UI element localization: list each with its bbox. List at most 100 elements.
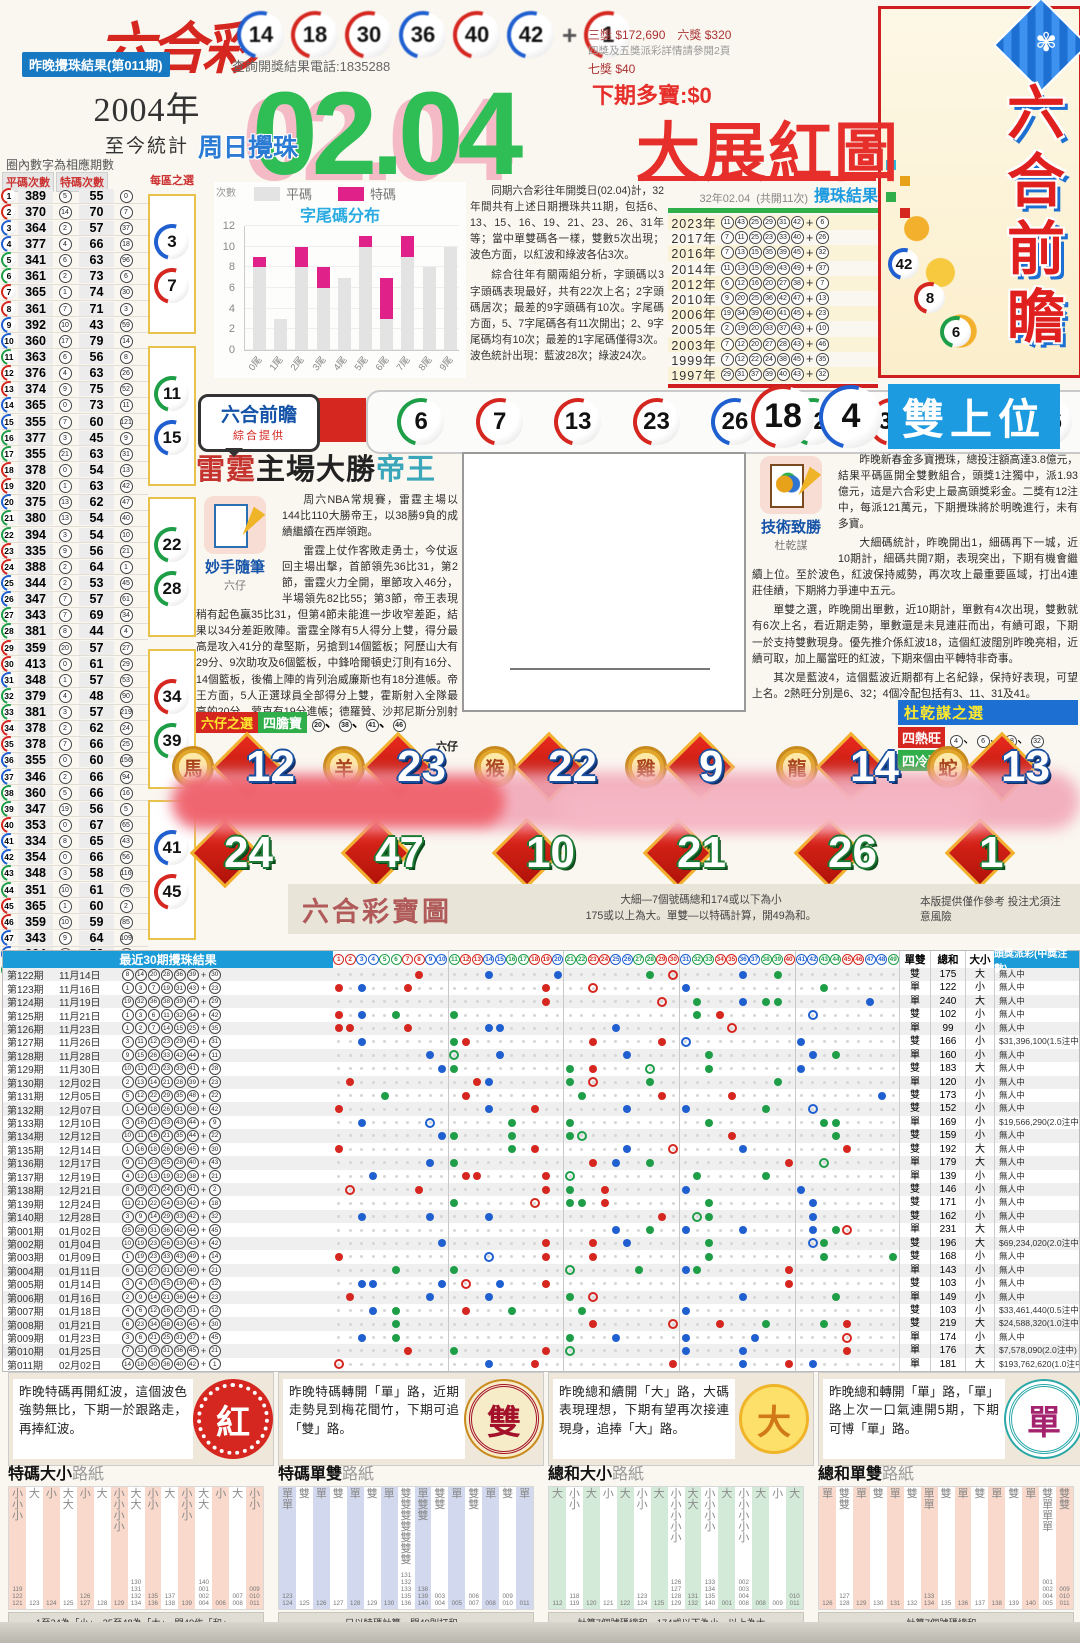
- odd-even-value: 單: [899, 1290, 930, 1304]
- dot-cell: [853, 1358, 864, 1371]
- dot-cell: [842, 1264, 853, 1277]
- road-periods: 138 139 140: [417, 1586, 429, 1607]
- te-period: 65: [119, 819, 133, 833]
- road-column: 單單 133 134: [920, 1487, 938, 1609]
- dot-cell: [344, 1264, 355, 1277]
- number-dot: [392, 1266, 401, 1275]
- result-ball: 36: [400, 12, 446, 58]
- big-small-value: 小: [965, 1250, 994, 1264]
- dot-cell: [865, 1008, 876, 1021]
- dot-cell: [518, 1102, 529, 1115]
- dot-cell: [679, 1169, 691, 1183]
- dot-cell: [495, 1331, 506, 1344]
- drawn-number: 42: [186, 1210, 199, 1223]
- dot-cell: [576, 1076, 587, 1089]
- dot-cell: [714, 1223, 725, 1236]
- historic-year-row: 2012年 6 12 16 20 27 38 +7: [668, 275, 878, 292]
- dot-grid: [333, 1008, 899, 1022]
- result-row: 第006期 01月16日 2 9 14 21 36 44 + 23 單 149 小無人中: [3, 1290, 1079, 1305]
- dot-cell: [390, 1143, 401, 1156]
- dot-cell: [333, 1304, 344, 1317]
- number-dot: [623, 1145, 632, 1154]
- dot-cell: [633, 1183, 644, 1196]
- road-column: 小小小小 133 134 135 140: [701, 1487, 718, 1609]
- dot-cell: [876, 1304, 887, 1317]
- dot-cell: [772, 1291, 783, 1304]
- dot-cell: [749, 968, 760, 981]
- ping-count: 351: [18, 882, 53, 897]
- dot-cell: [483, 1049, 494, 1062]
- dot-cell: [413, 981, 424, 994]
- dot-cell: [794, 1263, 807, 1278]
- number-dot: [716, 1320, 725, 1329]
- stats-row: 25 344 2 53 45: [2, 575, 148, 592]
- dot-cell: [587, 1250, 598, 1263]
- dot-cell: [425, 1183, 436, 1196]
- dot-cell: [495, 1089, 506, 1102]
- road-column: 小 006: [212, 1487, 230, 1609]
- number-dot: [507, 1145, 516, 1154]
- number-dot: [693, 1011, 702, 1020]
- date-label: 01月25日: [59, 1347, 102, 1359]
- te-period: 219: [119, 706, 133, 720]
- article-paragraph: 雷霆上仗作客敗走勇士，今仗返回主場出擊，首節領先36比31，第2節，雷霆火力全開…: [196, 545, 458, 734]
- gridline: [245, 245, 459, 247]
- dot-cell: [760, 1344, 771, 1357]
- dot-cell: [656, 995, 667, 1008]
- dot-cell: [367, 1250, 378, 1263]
- dot-cell: [656, 1076, 667, 1089]
- dot-cell: [552, 1102, 563, 1115]
- road-column: 單單 123 124: [279, 1487, 296, 1609]
- number-header: 15: [494, 954, 506, 965]
- number-header: 20: [552, 954, 564, 965]
- drawn-number: 3: [134, 982, 147, 995]
- dot-cell: [760, 1210, 771, 1223]
- dot-cell: [599, 1250, 610, 1263]
- dot-cell: [760, 1170, 771, 1183]
- dot-grid: [333, 1223, 899, 1237]
- ping-count: 378: [18, 737, 53, 752]
- payout-value: 無人中: [994, 1048, 1079, 1063]
- dot-cell: [633, 1022, 644, 1035]
- drawn-number: 18: [134, 1358, 147, 1371]
- special-dot: [483, 1251, 494, 1262]
- dot-cell: [425, 1035, 436, 1048]
- plus-sign: +: [201, 1010, 207, 1021]
- dot-cell: [367, 1344, 378, 1357]
- dot-cell: [483, 1196, 494, 1209]
- dot-cell: [333, 1291, 344, 1304]
- dot-cell: [645, 1331, 656, 1344]
- dot-cell: [692, 1129, 703, 1142]
- dot-cell: [367, 981, 378, 994]
- dot-cell: [379, 968, 390, 981]
- te-period: 4: [119, 625, 133, 639]
- dot-cell: [807, 1129, 818, 1142]
- dot-cell: [668, 981, 679, 994]
- drawn-numbers: 1 16 18 26 36 45 + 30: [121, 1143, 333, 1156]
- number-dot: [484, 1360, 493, 1369]
- dot-cell: [749, 1304, 760, 1317]
- sum-value: 139: [930, 1169, 965, 1183]
- road-title: 特碼大小路紙: [8, 1466, 105, 1483]
- dot-cell: [587, 1170, 598, 1183]
- dot-cell: [367, 1102, 378, 1115]
- dot-cell: [425, 995, 436, 1008]
- dot-cell: [842, 1008, 853, 1021]
- ball-number-icon: 23: [2, 543, 16, 558]
- road-mark: 單: [1042, 1510, 1054, 1522]
- dot-cell: [447, 1344, 460, 1358]
- dot-cell: [413, 1331, 424, 1344]
- road-mark: 小: [704, 1521, 716, 1533]
- dot-cell: [633, 1344, 644, 1357]
- odd-even-value: 單: [899, 1330, 930, 1345]
- te-count: 60: [79, 753, 114, 768]
- dot-cell: [356, 1156, 367, 1169]
- dot-cell: [819, 1358, 830, 1371]
- dot-cell: [390, 1264, 401, 1277]
- dot-cell: [807, 1277, 818, 1290]
- dot-cell: [783, 1223, 794, 1236]
- year-number: 24: [762, 352, 776, 366]
- y-tick-label: 10: [222, 240, 235, 253]
- dot-cell: [518, 981, 529, 994]
- dot-cell: [495, 1304, 506, 1317]
